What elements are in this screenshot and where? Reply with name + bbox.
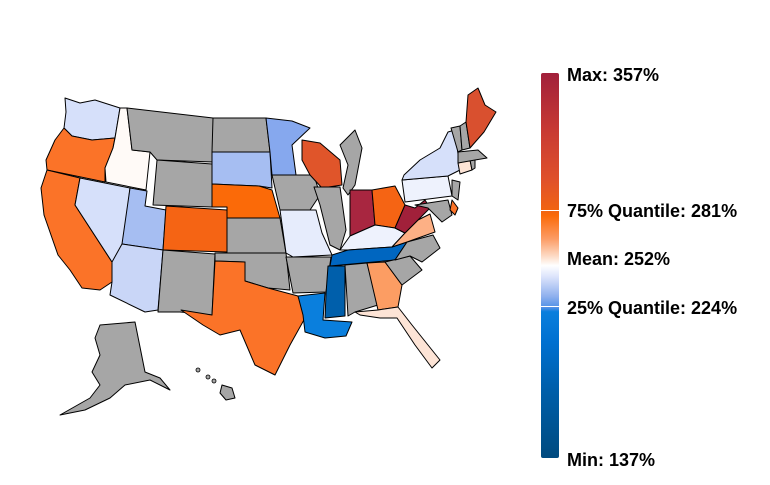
state-AR[interactable]	[285, 256, 332, 294]
state-ME[interactable]	[465, 87, 497, 149]
state-HI[interactable]	[219, 384, 236, 401]
state-NJ[interactable]	[451, 179, 461, 201]
state-WA[interactable]	[63, 97, 121, 141]
state-AK[interactable]	[59, 321, 171, 416]
state-WY[interactable]	[152, 159, 213, 208]
state-MN[interactable]	[265, 117, 311, 176]
legend-label-q25: 25% Quantile: 224%	[567, 298, 738, 318]
state-HI-islands	[195, 367, 201, 373]
state-AZ[interactable]	[109, 243, 164, 313]
state-IA[interactable]	[271, 174, 321, 211]
legend-tick-q75	[539, 210, 561, 211]
state-MS[interactable]	[324, 265, 346, 319]
legend-label-mean: Mean: 252%	[567, 249, 671, 269]
state-PA[interactable]	[401, 175, 453, 203]
state-TX[interactable]	[180, 260, 306, 376]
state-CO[interactable]	[162, 205, 228, 253]
state-MA[interactable]	[457, 149, 488, 164]
us-choropleth-map	[40, 87, 497, 416]
state-SD[interactable]	[211, 151, 273, 189]
state-FL[interactable]	[354, 306, 441, 369]
state-NM[interactable]	[157, 249, 216, 316]
state-HI-islands	[211, 378, 217, 384]
legend-color-bar	[541, 73, 559, 458]
state-LA[interactable]	[297, 292, 353, 339]
state-MD[interactable]	[414, 199, 453, 223]
state-ND[interactable]	[211, 117, 271, 153]
legend-label-min: Min: 137%	[567, 450, 656, 470]
legend-label-max: Max: 357%	[567, 65, 660, 85]
state-KS[interactable]	[226, 217, 287, 254]
state-MI[interactable]	[339, 129, 363, 196]
state-DE[interactable]	[449, 199, 459, 216]
legend-tick-q25	[539, 306, 561, 307]
legend-label-q75: 75% Quantile: 281%	[567, 201, 738, 221]
state-NY[interactable]	[401, 129, 461, 181]
state-HI-islands	[205, 374, 211, 380]
